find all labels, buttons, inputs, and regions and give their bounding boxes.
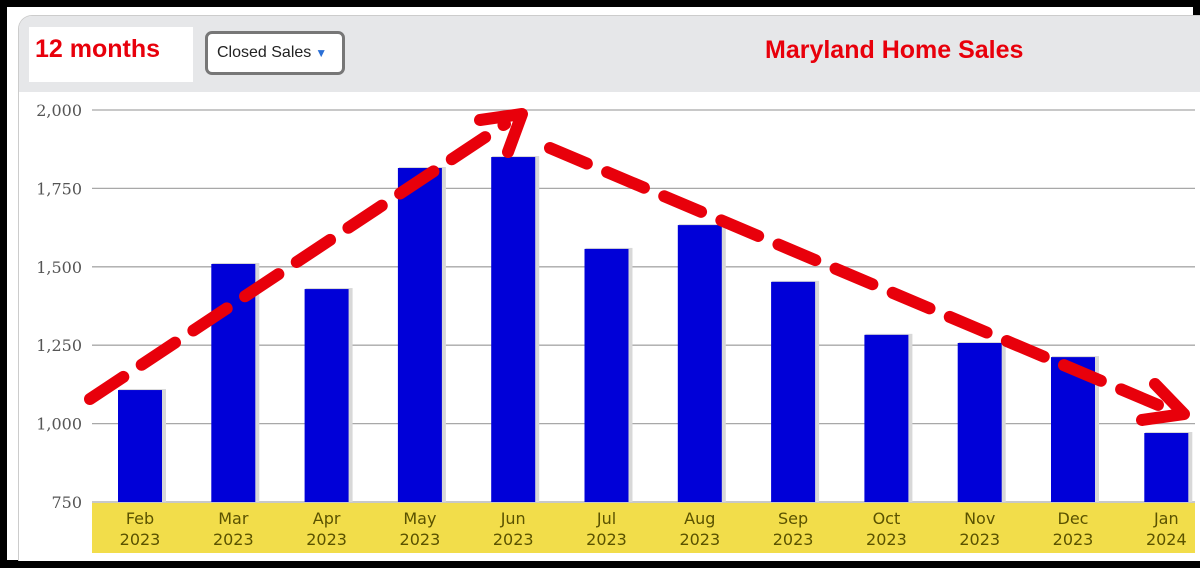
bar: [771, 281, 816, 502]
x-tick-label: 2024: [1146, 530, 1187, 549]
x-tick-label: Jul: [596, 509, 616, 528]
x-tick-label: 2023: [120, 530, 161, 549]
x-tick-label: 2023: [959, 530, 1000, 549]
rising-arrowhead-icon: [474, 108, 528, 158]
y-tick-label: 750: [51, 493, 82, 512]
bar: [304, 289, 349, 502]
x-tick-label: Oct: [873, 509, 901, 528]
x-tick-label: 2023: [213, 530, 254, 549]
x-tick-label: 2023: [586, 530, 627, 549]
metric-select-value: Closed Sales: [217, 44, 312, 61]
period-label-box: 12 months: [29, 27, 193, 82]
x-tick-label: Feb: [126, 509, 154, 528]
bar: [397, 168, 442, 503]
x-tick-label: Mar: [218, 509, 249, 528]
bar: [118, 390, 162, 502]
x-tick-label: Dec: [1058, 509, 1089, 528]
bar: [584, 248, 629, 502]
x-tick-label: Jan: [1153, 509, 1179, 528]
bar: [864, 334, 909, 502]
bar: [677, 225, 722, 503]
rising-trend-arrow: [84, 118, 511, 405]
x-tick-label: 2023: [866, 530, 907, 549]
bar: [1144, 433, 1189, 502]
y-tick-label: 1,250: [36, 336, 82, 355]
x-tick-label: Apr: [313, 509, 341, 528]
bar: [957, 343, 1002, 502]
dropdown-triangle-icon: ▼: [315, 46, 328, 60]
x-tick-label: 2023: [400, 530, 441, 549]
falling-trend-arrow: [544, 142, 1176, 416]
x-tick-label: May: [403, 509, 436, 528]
y-tick-label: 1,000: [36, 415, 82, 434]
y-tick-label: 2,000: [36, 101, 82, 120]
y-tick-label: 1,750: [36, 179, 82, 198]
x-axis-band: [92, 503, 1195, 553]
bar: [491, 157, 536, 503]
metric-select[interactable]: Closed Sales ▼: [205, 31, 345, 75]
chart-header: 12 months Closed Sales ▼ Maryland Home Sa…: [19, 16, 1200, 92]
y-tick-label: 1,500: [36, 258, 82, 277]
x-tick-label: 2023: [306, 530, 347, 549]
x-tick-label: 2023: [1053, 530, 1094, 549]
x-tick-label: 2023: [493, 530, 534, 549]
x-tick-label: Nov: [964, 509, 995, 528]
bar: [211, 263, 256, 502]
x-tick-label: 2023: [679, 530, 720, 549]
x-tick-label: Sep: [778, 509, 808, 528]
falling-arrowhead-icon: [1136, 378, 1190, 426]
period-label: 12 months: [35, 35, 161, 63]
chart-title: Maryland Home Sales: [765, 36, 1024, 64]
x-tick-label: 2023: [773, 530, 814, 549]
x-tick-label: Aug: [684, 509, 715, 528]
x-tick-label: Jun: [500, 509, 526, 528]
